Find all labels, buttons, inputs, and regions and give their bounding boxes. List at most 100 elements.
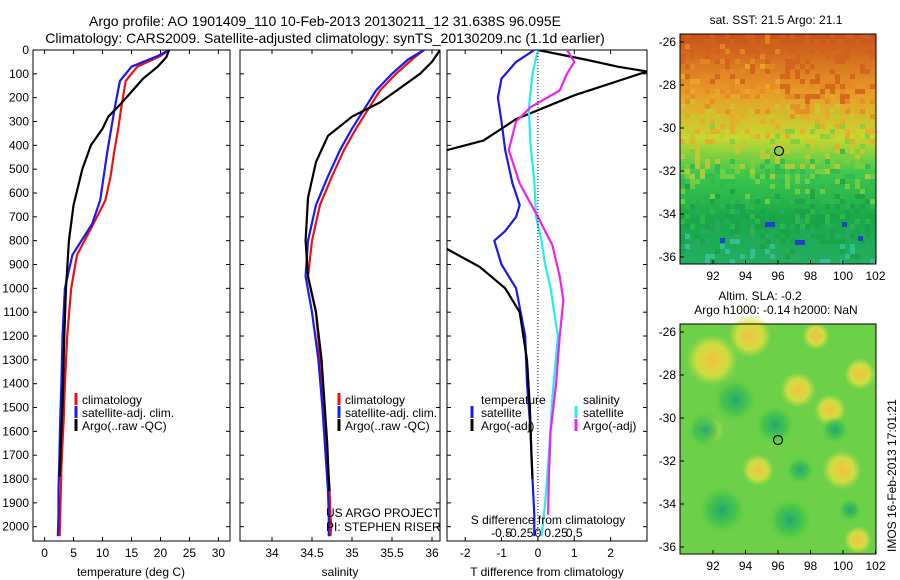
sst-pixel [870,214,875,219]
sst-pixel [845,109,850,114]
sst-pixel [770,49,775,54]
sst-pixel [805,139,810,144]
sst-pixel [725,174,730,179]
depth-tick-label: 300 [9,115,29,129]
sst-pixel [770,219,775,224]
sst-pixel [830,199,835,204]
sst-pixel [695,239,700,244]
sst-pixel [765,249,770,254]
sst-pixel [855,254,860,259]
sst-pixel [850,139,855,144]
sst-pixel [750,249,755,254]
sst-pixel [690,144,695,149]
legend-label-argo: Argo(..raw -QC) [82,419,167,433]
sst-pixel [815,224,820,229]
sst-pixel [775,124,780,129]
sst-pixel [825,79,830,84]
sst-pixel [825,239,830,244]
sst-pixel [830,159,835,164]
sst-pixel [725,249,730,254]
sst-pixel [805,59,810,64]
sst-pixel [725,154,730,159]
sst-pixel [820,219,825,224]
sst-pixel [680,214,685,219]
sst-pixel [795,94,800,99]
sst-pixel [795,104,800,109]
sst-pixel [810,129,815,134]
sst-pixel [780,229,785,234]
sst-pixel [705,119,710,124]
sst-pixel [830,234,835,239]
sst-pixel [760,89,765,94]
sst-pixel [775,159,780,164]
lon-tick-label: 92 [706,559,720,573]
sst-pixel [860,99,865,104]
sst-pixel [805,39,810,44]
sst-pixel [700,149,705,154]
sst-pixel [845,134,850,139]
sst-pixel [780,84,785,89]
sst-pixel [735,169,740,174]
sst-pixel [755,94,760,99]
sla-anomaly-blob [687,412,723,448]
sst-pixel [745,64,750,69]
sst-pixel [835,59,840,64]
sst-pixel [830,164,835,169]
sst-pixel [740,139,745,144]
x-tick-label: 34.5 [300,546,324,560]
figure-title-line-1: Argo profile: AO 1901409_110 10-Feb-2013… [89,13,561,29]
sla-anomaly-blob [822,450,862,490]
x-tick-label: 34 [265,546,279,560]
sst-pixel [705,259,710,264]
sst-pixel [805,159,810,164]
sst-pixel [795,74,800,79]
sst-pixel [720,69,725,74]
sst-pixel [720,129,725,134]
sst-pixel [790,164,795,169]
sst-pixel [795,59,800,64]
sst-pixel [835,144,840,149]
depth-tick-label: 800 [9,234,29,248]
sst-pixel [690,184,695,189]
sst-pixel [695,194,700,199]
sst-pixel [750,109,755,114]
sst-pixel [710,119,715,124]
sst-pixel [840,239,845,244]
sst-pixel [755,109,760,114]
sst-argo-marker [773,145,785,157]
sst-pixel [860,149,865,154]
sst-pixel [815,104,820,109]
sst-pixel [730,94,735,99]
sst-pixel [685,129,690,134]
sst-pixel [815,254,820,259]
sst-pixel [830,94,835,99]
depth-tick-label: 1600 [2,424,29,438]
sst-pixel [785,129,790,134]
sst-pixel [750,234,755,239]
sst-pixel [740,124,745,129]
sst-pixel [755,174,760,179]
sst-pixel [865,129,870,134]
sst-pixel [815,74,820,79]
sst-pixel [865,234,870,239]
sst-pixel [685,244,690,249]
sst-pixel [830,254,835,259]
sst-pixel [765,64,770,69]
sst-pixel [725,99,730,104]
lat-tick-label: -36 [659,540,677,554]
sst-pixel [840,89,845,94]
sst-pixel [695,159,700,164]
sst-pixel [750,79,755,84]
sst-pixel [805,69,810,74]
sst-pixel [700,174,705,179]
sst-pixel [720,124,725,129]
sst-pixel [810,49,815,54]
sst-pixel [830,169,835,174]
sst-pixel [845,209,850,214]
sst-pixel [680,219,685,224]
sst-pixel [760,239,765,244]
sst-pixel [740,144,745,149]
sst-pixel [870,49,875,54]
sst-pixel [795,69,800,74]
lat-tick-label: -26 [659,35,677,49]
